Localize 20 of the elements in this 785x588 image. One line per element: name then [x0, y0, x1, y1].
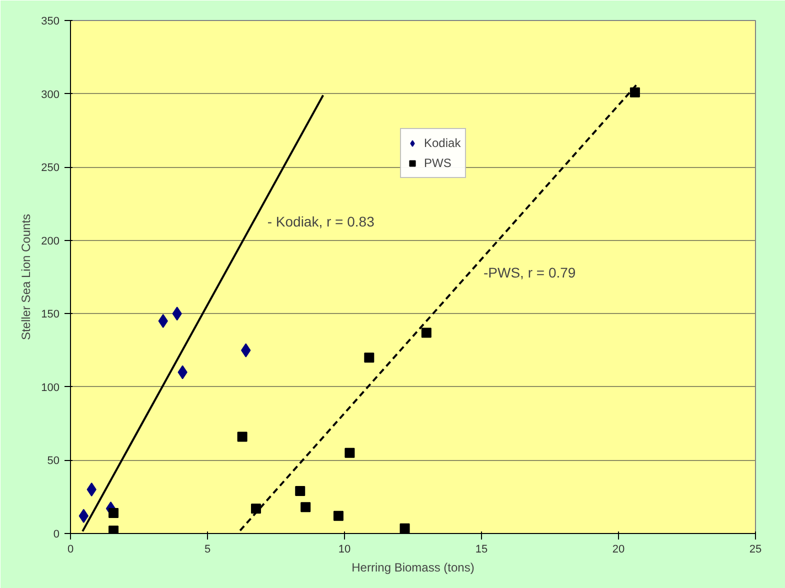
x-tick-label: 25 [749, 544, 762, 556]
annotation: -PWS, r = 0.79 [484, 264, 576, 281]
y-tick-label: 150 [41, 308, 60, 321]
y-axis-title: Steller Sea Lion Counts [19, 214, 34, 340]
x-tick-label: 0 [67, 544, 74, 556]
y-tick-label: 300 [41, 88, 60, 101]
y-tick-label: 250 [41, 162, 60, 174]
x-tick-label: 10 [338, 544, 351, 556]
legend-label: PWS [424, 156, 452, 170]
y-tick-label: 200 [41, 235, 60, 248]
y-tick-label: 50 [47, 455, 60, 468]
y-tick-label: 0 [53, 528, 60, 540]
annotation: - Kodiak, r = 0.83 [267, 214, 375, 230]
x-axis-title: Herring Biomass (tons) [352, 560, 474, 574]
x-tick-label: 5 [204, 544, 211, 556]
x-tick-label: 20 [612, 544, 625, 556]
y-tick-label: 350 [41, 16, 60, 28]
x-tick-label: 15 [475, 544, 488, 556]
y-tick-label: 100 [41, 382, 60, 394]
legend-label: Kodiak [424, 136, 461, 150]
